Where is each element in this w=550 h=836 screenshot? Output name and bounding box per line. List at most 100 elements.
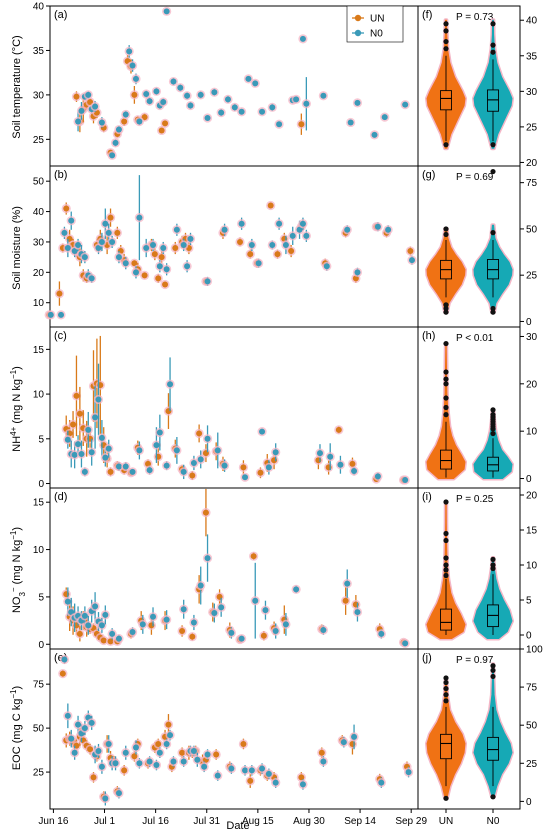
data-point-un <box>121 767 128 774</box>
data-point-n0 <box>136 760 143 767</box>
data-point-n0 <box>85 91 92 98</box>
outlier-point <box>490 305 496 312</box>
data-point-un <box>260 632 267 639</box>
outlier-point <box>443 537 449 544</box>
data-point-n0 <box>122 463 129 470</box>
outlier-point <box>443 395 449 401</box>
data-point-n0 <box>98 434 105 441</box>
data-point-n0 <box>187 102 194 109</box>
outlier-point <box>443 675 449 681</box>
data-point-n0 <box>405 769 412 776</box>
p-value: P < 0.01 <box>456 333 494 344</box>
y-tick-label: 30 <box>526 332 538 343</box>
data-point-un <box>114 229 121 236</box>
data-point-n0 <box>143 91 150 97</box>
panel-letter: (f) <box>422 9 432 21</box>
data-point-n0 <box>374 223 381 230</box>
data-point-un <box>100 637 107 644</box>
panel-frame <box>417 648 521 810</box>
outlier-point <box>443 412 449 418</box>
data-point-n0 <box>184 263 191 270</box>
data-point-n0 <box>221 462 228 469</box>
data-point-n0 <box>109 152 116 159</box>
data-point-n0 <box>95 396 102 403</box>
data-point-un <box>76 630 83 637</box>
legend: UN N0 <box>346 5 404 43</box>
data-point-n0 <box>88 449 95 456</box>
data-point-n0 <box>71 248 78 255</box>
data-point-un <box>247 777 254 784</box>
y-tick-label: 10 <box>33 390 45 401</box>
data-point-n0 <box>170 758 177 765</box>
data-point-n0 <box>327 453 334 460</box>
data-point-n0 <box>190 619 197 626</box>
data-point-n0 <box>259 108 266 115</box>
y-tick-label: 10 <box>526 427 538 438</box>
data-point-n0 <box>136 214 143 221</box>
data-point-n0 <box>160 99 167 105</box>
data-point-n0 <box>75 721 82 728</box>
data-point-n0 <box>293 586 300 593</box>
y-tick-label: 40 <box>526 16 538 27</box>
data-point-n0 <box>255 260 262 267</box>
data-point-n0 <box>88 275 95 282</box>
data-point-un <box>202 509 209 516</box>
data-point-n0 <box>122 111 129 118</box>
data-point-n0 <box>218 604 225 611</box>
panel-frame <box>49 648 419 810</box>
data-point-n0 <box>102 611 109 618</box>
data-point-n0 <box>146 758 153 765</box>
data-point-n0 <box>146 98 153 105</box>
data-point-n0 <box>81 612 88 619</box>
data-point-n0 <box>242 474 249 481</box>
data-point-n0 <box>272 628 279 635</box>
data-point-un <box>349 460 356 467</box>
data-point-n0 <box>265 464 272 471</box>
data-point-un <box>131 260 138 267</box>
outlier-point <box>490 42 496 48</box>
data-point-n0 <box>129 62 136 69</box>
y-tick-label: 5 <box>38 592 44 603</box>
panel-letter: (h) <box>422 330 435 342</box>
data-point-n0 <box>180 606 187 613</box>
data-point-n0 <box>197 456 204 463</box>
data-point-n0 <box>132 744 139 751</box>
data-point-n0 <box>177 84 184 91</box>
x-tick-label: N0 <box>487 816 500 827</box>
box <box>487 456 499 472</box>
outlier-point <box>490 21 496 27</box>
outlier-point <box>443 381 449 387</box>
outlier-point <box>443 686 449 692</box>
svg-text:Soil moisture (%): Soil moisture (%) <box>11 206 23 290</box>
data-point-n0 <box>170 78 177 85</box>
data-point-n0 <box>204 555 211 562</box>
data-point-n0 <box>173 447 180 454</box>
data-point-n0 <box>92 103 99 110</box>
panel-letter: (i) <box>422 491 432 503</box>
data-point-n0 <box>58 311 65 318</box>
data-point-n0 <box>201 763 208 770</box>
data-point-n0 <box>75 241 82 248</box>
data-point-n0 <box>109 630 116 637</box>
outlier-point <box>443 499 449 505</box>
data-point-un <box>121 118 128 125</box>
data-point-un <box>196 430 203 437</box>
data-point-n0 <box>153 442 160 449</box>
data-point-un <box>107 638 114 645</box>
outlier-point <box>443 404 449 411</box>
outlier-point <box>490 667 496 673</box>
y-tick-label: 75 <box>526 178 538 189</box>
data-point-n0 <box>354 609 361 616</box>
data-point-un <box>155 275 162 282</box>
y-tick-label: 25 <box>526 122 538 133</box>
outlier-point <box>443 376 449 382</box>
data-point-n0 <box>299 35 306 42</box>
data-point-un <box>172 245 179 252</box>
legend-label: N0 <box>370 29 383 40</box>
data-point-un <box>76 410 83 417</box>
data-point-n0 <box>320 758 327 765</box>
ylabel-e: EOC (mg C kg−1) <box>9 686 24 770</box>
data-point-un <box>141 114 148 121</box>
outlier-point <box>490 142 496 148</box>
legend-label: UN <box>370 14 384 25</box>
